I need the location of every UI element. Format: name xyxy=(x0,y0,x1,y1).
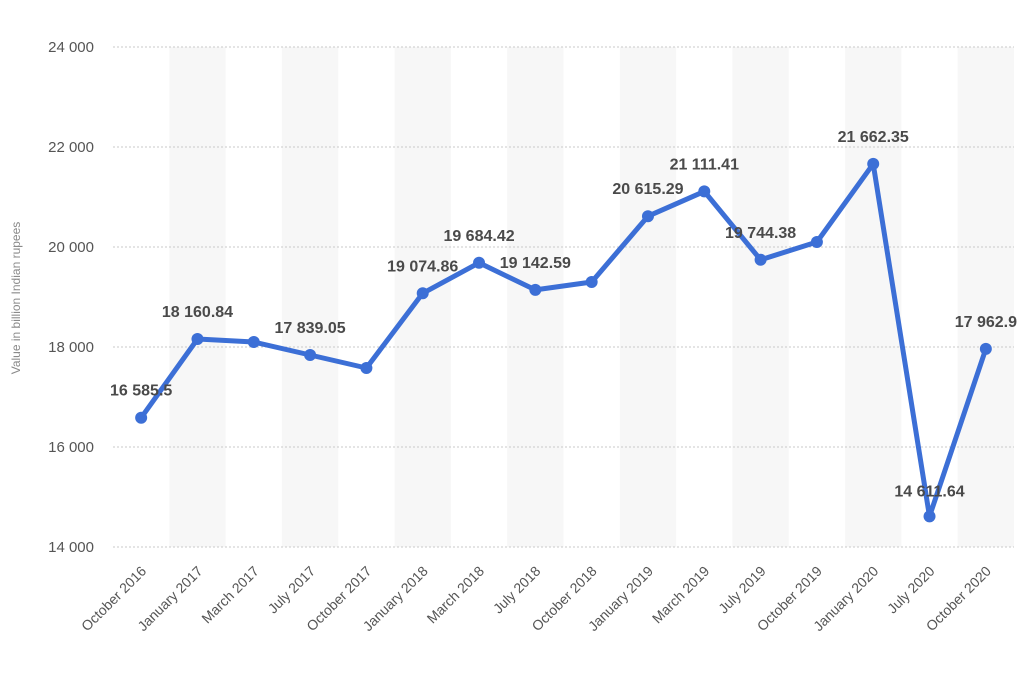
data-points xyxy=(135,157,992,523)
x-tick-label: March 2018 xyxy=(424,563,488,627)
data-label: 18 160.84 xyxy=(162,304,233,321)
data-point xyxy=(416,287,429,300)
y-tick-label: 16 000 xyxy=(48,439,94,456)
x-tick-label: March 2019 xyxy=(649,563,713,627)
column-band xyxy=(732,47,789,547)
y-axis-ticks: 14 000 16 000 18 000 20 000 22 000 24 000 xyxy=(48,39,94,556)
column-bands xyxy=(169,47,1014,547)
data-point xyxy=(810,236,823,248)
y-tick-label: 20 000 xyxy=(48,239,94,256)
data-point xyxy=(360,362,373,374)
data-point xyxy=(867,157,880,170)
data-point xyxy=(979,342,992,355)
data-point xyxy=(698,185,711,198)
data-point xyxy=(754,253,767,266)
data-point xyxy=(247,336,260,348)
data-label: 19 142.59 xyxy=(500,255,571,272)
y-tick-label: 14 000 xyxy=(48,539,94,556)
series-line-path xyxy=(138,161,989,519)
column-band xyxy=(507,47,564,547)
data-label: 21 111.41 xyxy=(670,156,740,173)
data-point xyxy=(135,411,148,424)
data-point xyxy=(923,510,936,523)
data-label: 19 074.86 xyxy=(387,258,458,275)
data-labels: 16 585.5 18 160.84 17 839.05 19 074.86 19 68… xyxy=(110,129,1017,501)
y-tick-label: 18 000 xyxy=(48,339,94,356)
data-point xyxy=(529,283,542,296)
x-tick-label: July 2020 xyxy=(884,563,938,617)
x-tick-label: July 2019 xyxy=(715,563,769,617)
y-tick-label: 24 000 xyxy=(48,39,94,56)
data-point xyxy=(641,210,654,223)
data-point xyxy=(473,256,486,269)
data-point xyxy=(304,349,317,362)
x-tick-label: March 2017 xyxy=(198,563,262,627)
column-band xyxy=(619,47,677,547)
x-tick-label: July 2017 xyxy=(265,563,319,617)
data-label: 17 962.9 xyxy=(955,314,1017,331)
series-line xyxy=(138,161,989,519)
data-label: 17 839.05 xyxy=(275,320,346,337)
data-label: 19 744.38 xyxy=(725,225,796,242)
column-band xyxy=(281,47,339,547)
data-label: 21 662.35 xyxy=(838,129,909,146)
data-point xyxy=(191,332,204,345)
data-label: 19 684.42 xyxy=(443,228,514,245)
x-tick-label: July 2018 xyxy=(490,563,544,617)
y-tick-label: 22 000 xyxy=(48,139,94,156)
data-label: 20 615.29 xyxy=(612,181,683,198)
data-point xyxy=(585,276,598,288)
y-axis-label: Value in billion Indian rupees xyxy=(9,222,23,375)
column-band xyxy=(957,47,1014,547)
data-label: 16 585.5 xyxy=(110,383,172,400)
data-label: 14 611.64 xyxy=(894,483,964,500)
column-band xyxy=(169,47,226,547)
